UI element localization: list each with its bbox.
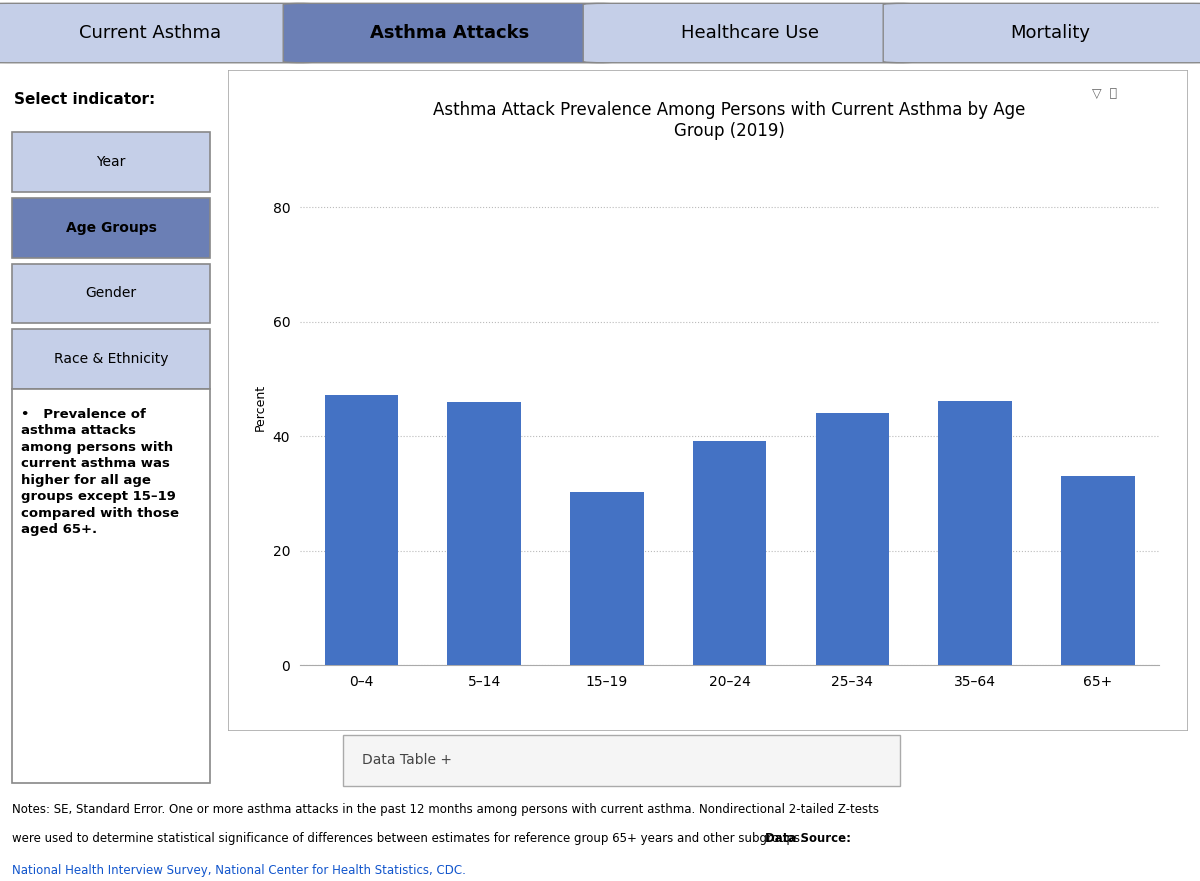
Text: ▽  ⧉: ▽ ⧉ bbox=[1092, 87, 1117, 100]
Text: •   Prevalence of
asthma attacks
among persons with
current asthma was
higher fo: • Prevalence of asthma attacks among per… bbox=[20, 408, 179, 536]
Text: Data Source:: Data Source: bbox=[764, 832, 851, 845]
Bar bbox=[12, 263, 210, 323]
Text: Gender: Gender bbox=[85, 286, 137, 300]
Text: Current Asthma: Current Asthma bbox=[79, 24, 221, 42]
Y-axis label: Percent: Percent bbox=[254, 384, 268, 431]
FancyBboxPatch shape bbox=[583, 4, 917, 63]
FancyBboxPatch shape bbox=[883, 4, 1200, 63]
Bar bbox=[1061, 477, 1135, 665]
Text: Healthcare Use: Healthcare Use bbox=[682, 24, 818, 42]
Bar bbox=[448, 402, 521, 665]
Bar bbox=[692, 440, 767, 665]
Text: National Health Interview Survey, National Center for Health Statistics, CDC.: National Health Interview Survey, Nation… bbox=[12, 863, 466, 877]
Text: Mortality: Mortality bbox=[1010, 24, 1090, 42]
Text: Data Table +: Data Table + bbox=[362, 753, 452, 766]
Bar bbox=[570, 492, 643, 665]
Text: Asthma Attacks: Asthma Attacks bbox=[371, 24, 529, 42]
Text: were used to determine statistical significance of differences between estimates: were used to determine statistical signi… bbox=[12, 832, 808, 845]
Title: Asthma Attack Prevalence Among Persons with Current Asthma by Age
Group (2019): Asthma Attack Prevalence Among Persons w… bbox=[433, 101, 1026, 140]
Bar bbox=[12, 329, 210, 389]
Bar bbox=[12, 132, 210, 192]
Text: Select indicator:: Select indicator: bbox=[14, 92, 156, 107]
Bar bbox=[343, 736, 900, 786]
Text: Notes: SE, Standard Error. One or more asthma attacks in the past 12 months amon: Notes: SE, Standard Error. One or more a… bbox=[12, 803, 878, 817]
Text: Year: Year bbox=[96, 155, 126, 169]
Text: Age Groups: Age Groups bbox=[66, 220, 156, 234]
Bar bbox=[12, 197, 210, 257]
FancyBboxPatch shape bbox=[283, 4, 617, 63]
Bar bbox=[816, 413, 889, 665]
Bar bbox=[324, 395, 398, 665]
FancyBboxPatch shape bbox=[0, 4, 317, 63]
Bar bbox=[12, 389, 210, 782]
Text: Race & Ethnicity: Race & Ethnicity bbox=[54, 352, 168, 366]
Bar bbox=[938, 401, 1012, 665]
